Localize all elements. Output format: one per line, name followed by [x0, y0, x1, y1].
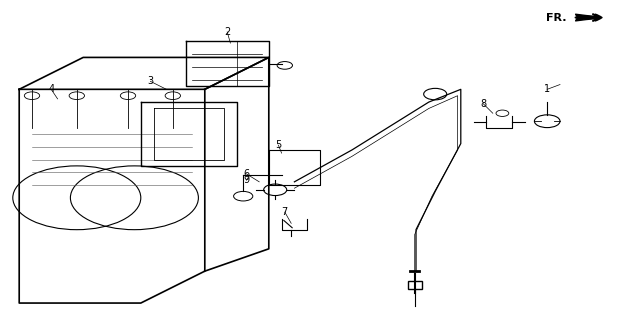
- Text: 5: 5: [275, 140, 282, 150]
- Text: 4: 4: [48, 84, 54, 94]
- Text: FR.: FR.: [546, 12, 566, 23]
- Text: 1: 1: [544, 84, 550, 94]
- Text: 6: 6: [243, 169, 250, 179]
- Text: 3: 3: [147, 76, 154, 86]
- Bar: [408, 281, 422, 289]
- Text: 7: 7: [282, 207, 288, 217]
- Text: 9: 9: [243, 175, 250, 185]
- Text: 8: 8: [480, 99, 486, 109]
- Text: 2: 2: [224, 27, 230, 37]
